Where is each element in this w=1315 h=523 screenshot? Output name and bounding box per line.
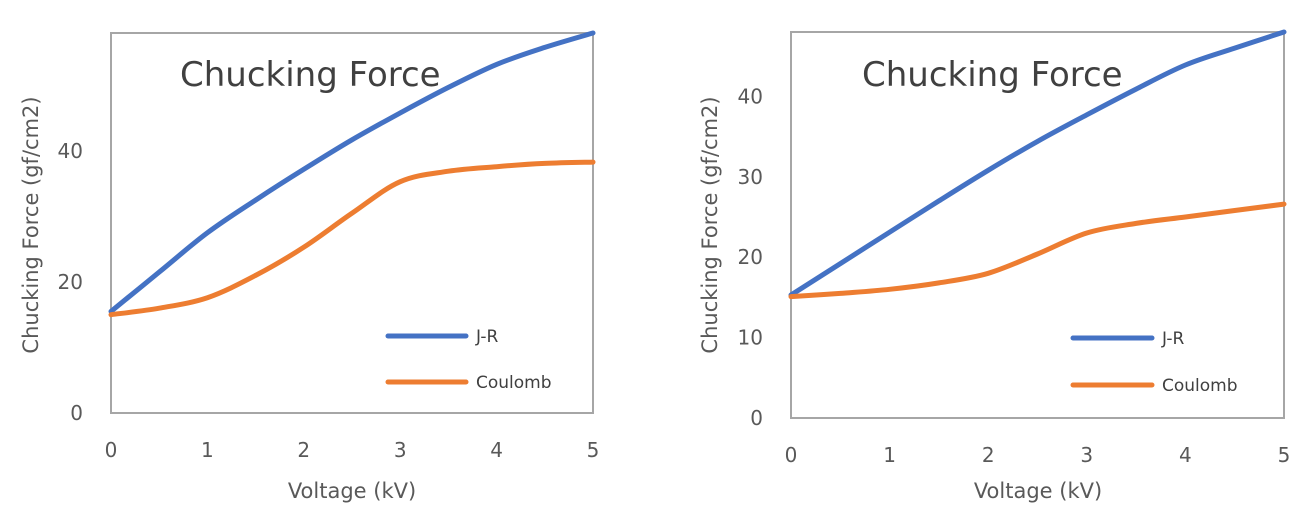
x-tick-label: 4 xyxy=(1179,443,1192,467)
legend-label: J-R xyxy=(475,327,499,347)
series-line-coulomb xyxy=(108,159,596,318)
x-tick-label: 2 xyxy=(982,443,995,467)
y-tick-label: 0 xyxy=(70,401,83,425)
x-tick-label: 0 xyxy=(105,438,118,462)
plot-area-border xyxy=(790,31,1285,419)
chart-title: Chucking Force xyxy=(180,55,441,95)
y-axis-title: Chucking Force (gf/cm2) xyxy=(698,96,722,353)
legend-label: Coulomb xyxy=(1162,376,1238,396)
x-tick-label: 3 xyxy=(394,438,407,462)
chart-title: Chucking Force xyxy=(862,55,1123,95)
x-tick-label: 2 xyxy=(297,438,310,462)
series-line-coulomb xyxy=(788,201,1287,300)
y-tick-label: 40 xyxy=(58,139,83,163)
series-line-j-r xyxy=(788,29,1287,298)
x-tick-label: 3 xyxy=(1080,443,1093,467)
legend-label: J-R xyxy=(1161,329,1185,349)
chart-left: 0 1 2 3 4 5 0 20 40 Voltage (kV) Chucking Force (g… xyxy=(19,30,600,503)
y-tick-label: 30 xyxy=(738,165,763,189)
chart-right: 0 1 2 3 4 5 0 10 20 30 40 Voltage (kV) Chucking Forc… xyxy=(698,29,1291,503)
x-tick-label: 1 xyxy=(883,443,896,467)
y-tick-label: 20 xyxy=(58,270,83,294)
x-tick-label: 4 xyxy=(490,438,503,462)
y-tick-label: 0 xyxy=(750,406,763,430)
x-tick-label: 0 xyxy=(785,443,798,467)
x-axis-title: Voltage (kV) xyxy=(974,479,1102,503)
y-axis-title: Chucking Force (gf/cm2) xyxy=(19,96,43,353)
y-tick-label: 40 xyxy=(738,84,763,108)
x-axis-title: Voltage (kV) xyxy=(288,479,416,503)
x-tick-label: 5 xyxy=(1278,443,1291,467)
y-tick-label: 20 xyxy=(738,245,763,269)
legend-label: Coulomb xyxy=(476,373,552,393)
series-line-j-r xyxy=(108,30,596,314)
y-tick-label: 10 xyxy=(738,326,763,350)
x-tick-label: 5 xyxy=(587,438,600,462)
x-tick-label: 1 xyxy=(201,438,214,462)
plot-area-border xyxy=(110,32,594,414)
